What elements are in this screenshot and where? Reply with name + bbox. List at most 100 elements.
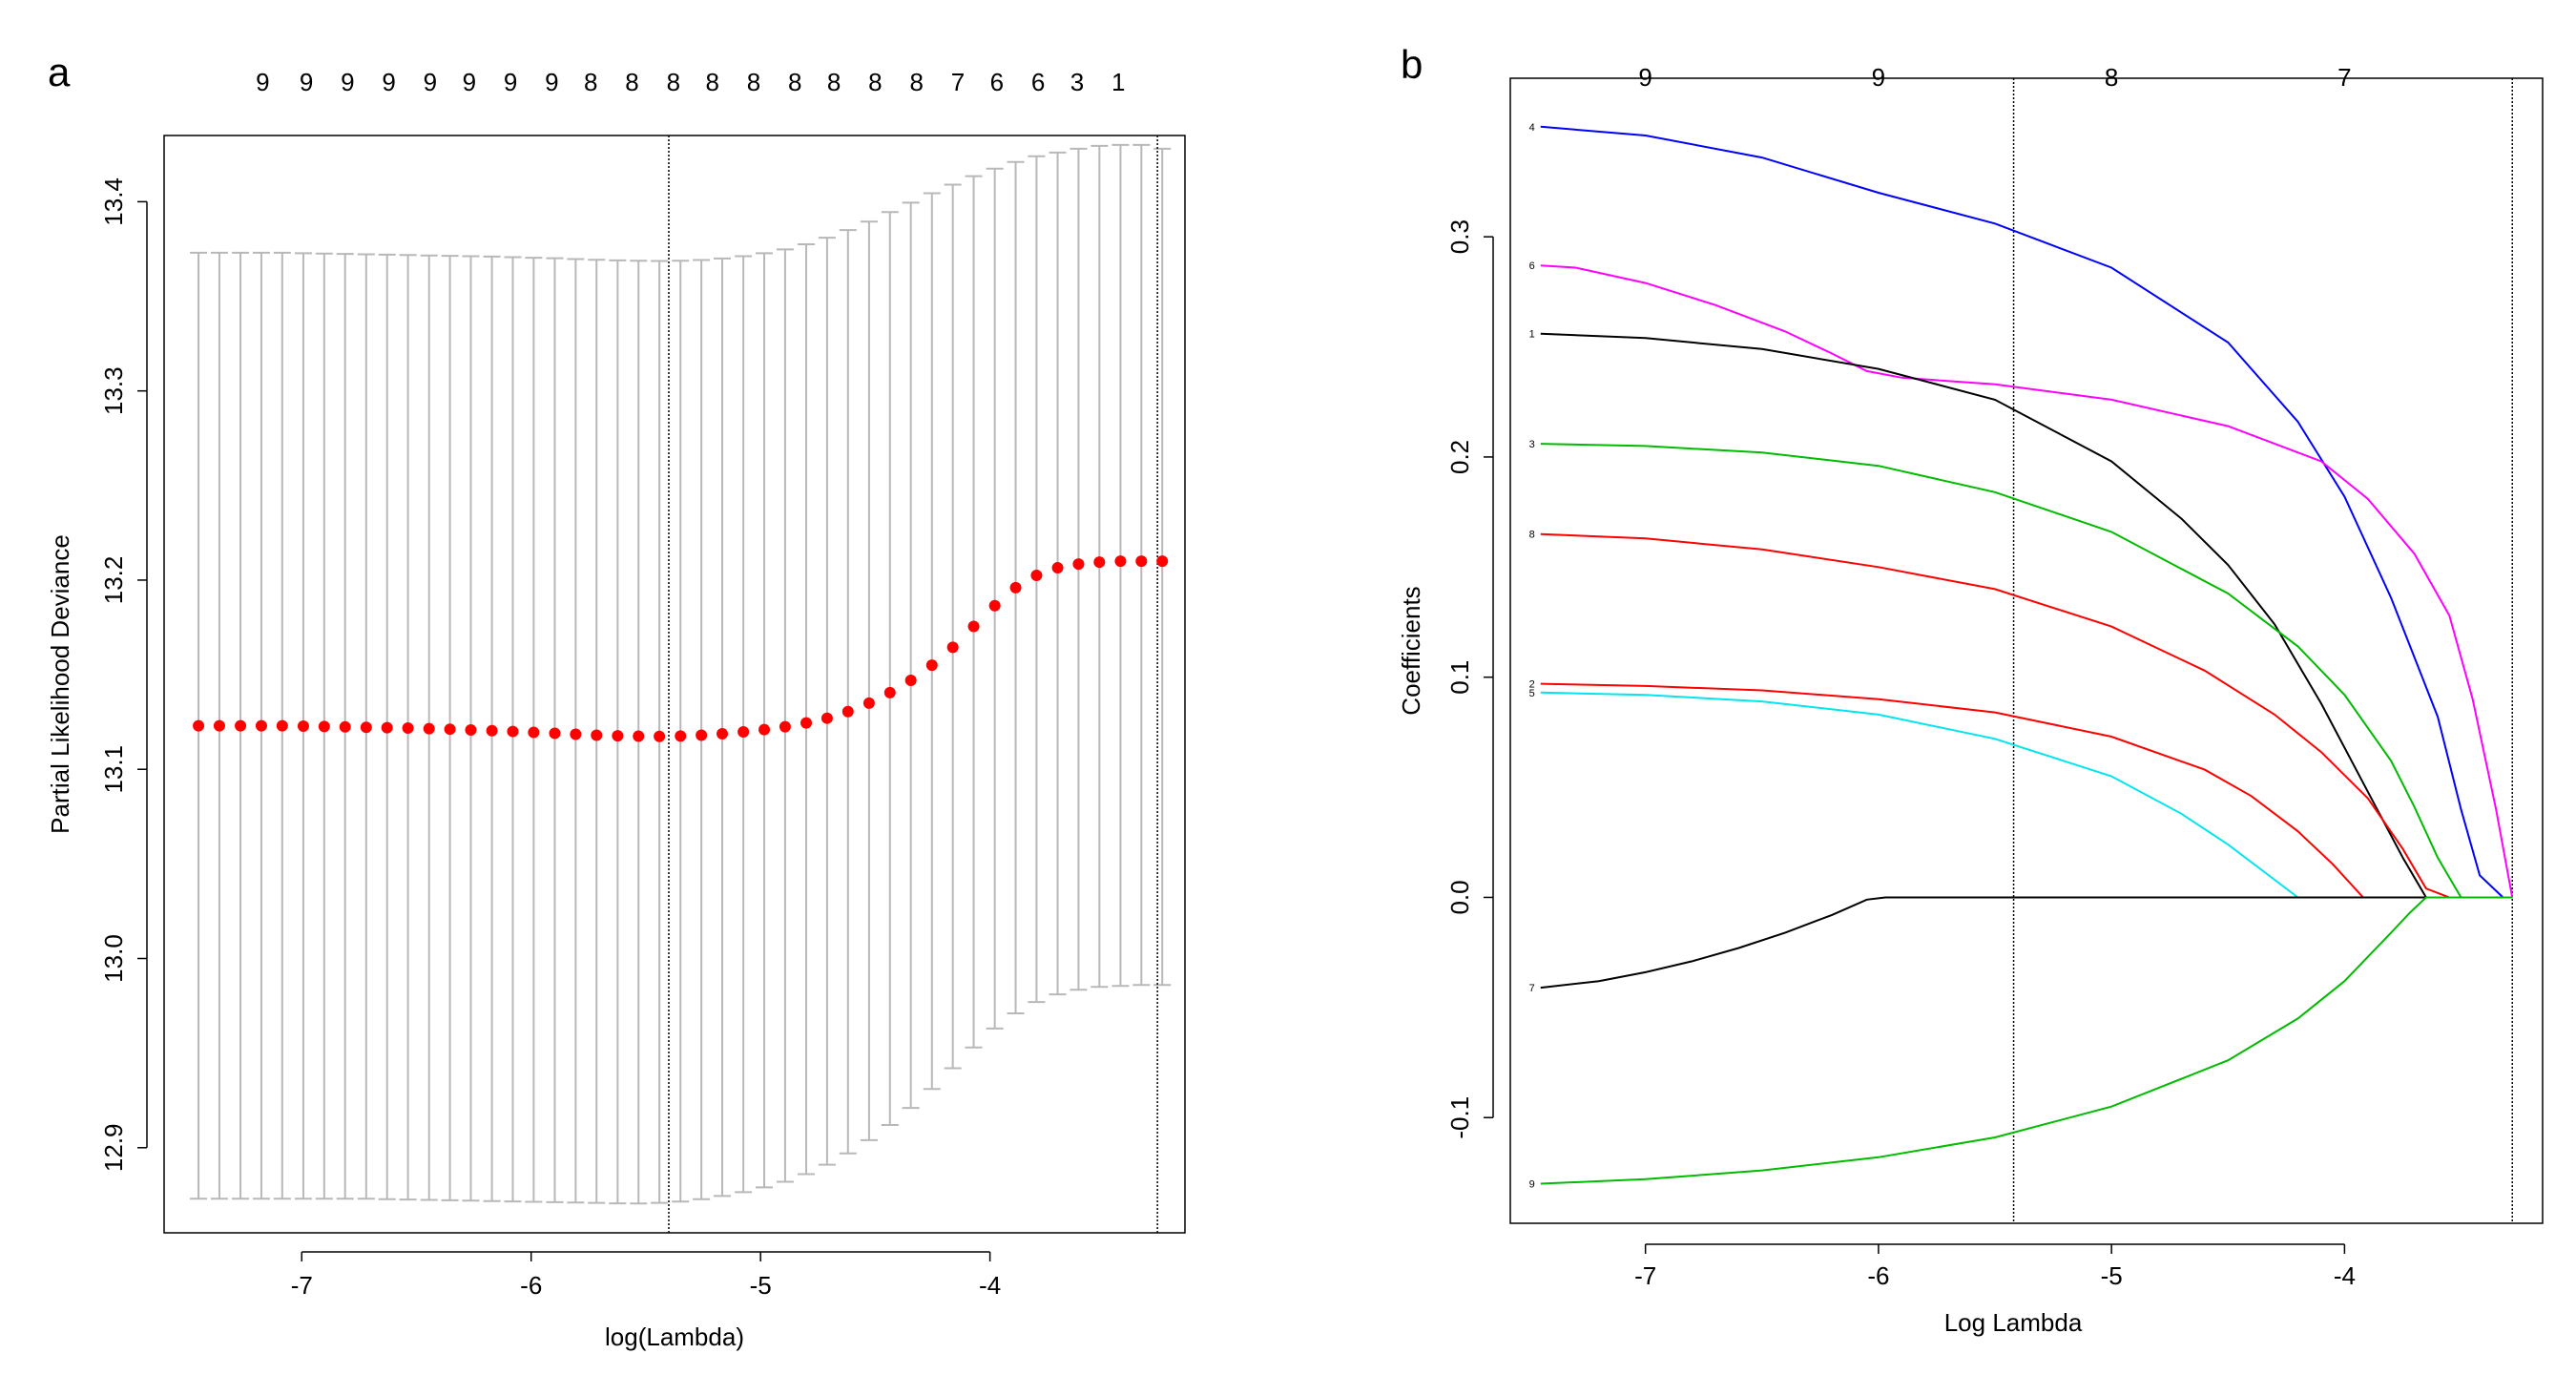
cv-point bbox=[1156, 555, 1169, 568]
top-count-label: 8 bbox=[625, 68, 638, 96]
y-tick-label: 13.0 bbox=[99, 934, 128, 983]
cv-point bbox=[465, 723, 477, 736]
cv-point bbox=[318, 720, 330, 733]
cv-point bbox=[444, 723, 456, 736]
x-tick-label: -4 bbox=[979, 1271, 1001, 1300]
coefficient-path bbox=[1540, 691, 2513, 899]
cv-point bbox=[737, 725, 750, 738]
top-count-label: 8 bbox=[2105, 63, 2118, 92]
panel-a-y-axis: 12.9 13.0 13.1 13.2 13.3 13.4 bbox=[99, 177, 148, 1172]
panel-b-top-counts: 9 9 8 7 bbox=[1638, 63, 2351, 92]
top-count-label: 9 bbox=[1638, 63, 1652, 92]
top-count-label: 7 bbox=[2337, 63, 2351, 92]
cv-point bbox=[633, 730, 645, 742]
top-count-label: 7 bbox=[951, 68, 965, 96]
cv-point bbox=[946, 641, 959, 654]
y-tick-label: 13.4 bbox=[99, 177, 128, 226]
cv-point bbox=[925, 659, 938, 672]
cv-point bbox=[904, 675, 917, 687]
cv-point bbox=[821, 712, 833, 724]
top-count-label: 9 bbox=[300, 68, 313, 96]
cv-point bbox=[360, 721, 372, 734]
cv-point bbox=[402, 722, 414, 734]
coefficient-path bbox=[1540, 896, 2513, 990]
cv-point bbox=[654, 730, 666, 742]
cv-point bbox=[1135, 555, 1148, 568]
cv-point bbox=[717, 727, 729, 740]
x-tick-label: -7 bbox=[1634, 1261, 1656, 1290]
y-tick-label: 12.9 bbox=[99, 1123, 128, 1172]
panel-a-cv-points bbox=[193, 555, 1169, 742]
panel-b-letter: b bbox=[1401, 42, 1423, 87]
y-tick-label: 13.2 bbox=[99, 556, 128, 605]
top-count-label: 8 bbox=[909, 68, 923, 96]
cv-point bbox=[276, 719, 288, 732]
panel-b-x-title: Log Lambda bbox=[1944, 1308, 2083, 1337]
panel-b-path-labels: 4 6 1 3 8 25 7 9 bbox=[1529, 122, 1535, 1191]
y-tick-label: 0.2 bbox=[1445, 440, 1474, 474]
panel-a-letter: a bbox=[48, 50, 71, 94]
top-count-label: 8 bbox=[747, 68, 760, 96]
x-tick-label: -4 bbox=[2334, 1261, 2356, 1290]
path-label: 8 bbox=[1529, 530, 1535, 541]
x-tick-label: -7 bbox=[291, 1271, 313, 1300]
cv-point bbox=[507, 725, 519, 738]
coefficient-path bbox=[1540, 125, 2513, 899]
top-count-label: 3 bbox=[1070, 68, 1084, 96]
panel-a-plot-frame bbox=[163, 135, 1186, 1234]
cv-point bbox=[549, 727, 561, 740]
top-count-label: 9 bbox=[545, 68, 558, 96]
top-count-label: 9 bbox=[463, 68, 476, 96]
top-count-label: 6 bbox=[1031, 68, 1045, 96]
y-tick-label: 0.0 bbox=[1445, 880, 1474, 914]
panel-b-y-title: Coefficients bbox=[1397, 586, 1425, 715]
top-count-label: 9 bbox=[382, 68, 395, 96]
top-count-label: 9 bbox=[504, 68, 517, 96]
cv-point bbox=[1051, 562, 1064, 574]
cv-point bbox=[862, 697, 875, 709]
path-label: 1 bbox=[1529, 329, 1535, 341]
cv-point bbox=[213, 719, 225, 732]
panel-b-coefficient-paths bbox=[1540, 125, 2514, 1185]
y-tick-label: 13.1 bbox=[99, 745, 128, 794]
path-label: 5 bbox=[1529, 688, 1535, 699]
cv-point bbox=[883, 686, 896, 698]
top-count-label: 8 bbox=[705, 68, 718, 96]
cv-point bbox=[696, 729, 708, 741]
cv-point bbox=[841, 705, 854, 718]
y-tick-label: 0.3 bbox=[1445, 219, 1474, 254]
cv-point bbox=[1072, 558, 1085, 571]
x-tick-label: -6 bbox=[1867, 1261, 1889, 1290]
cv-point bbox=[339, 720, 351, 733]
cv-point bbox=[591, 729, 603, 741]
coefficient-path bbox=[1540, 443, 2513, 899]
path-label: 6 bbox=[1529, 260, 1535, 272]
cv-point bbox=[255, 719, 267, 732]
coefficient-path bbox=[1540, 532, 2513, 899]
cv-point bbox=[486, 724, 498, 737]
cv-point bbox=[528, 726, 540, 739]
panel-a-x-title: log(Lambda) bbox=[605, 1323, 744, 1351]
panel-b-y-axis: -0.1 0.0 0.1 0.2 0.3 bbox=[1445, 219, 1494, 1139]
cv-point bbox=[1009, 581, 1022, 594]
y-tick-label: 13.3 bbox=[99, 366, 128, 415]
cv-point bbox=[423, 722, 435, 735]
cv-point bbox=[1093, 556, 1106, 569]
cv-point bbox=[570, 728, 582, 740]
top-count-label: 8 bbox=[788, 68, 801, 96]
path-label: 3 bbox=[1529, 439, 1535, 450]
coefficient-path bbox=[1540, 682, 2513, 899]
cv-point bbox=[193, 719, 205, 732]
cv-point bbox=[381, 721, 393, 734]
top-count-label: 9 bbox=[341, 68, 354, 96]
cv-point bbox=[758, 723, 771, 736]
path-label: 9 bbox=[1529, 1178, 1535, 1190]
top-count-label: 8 bbox=[868, 68, 882, 96]
coefficient-path bbox=[1540, 332, 2513, 899]
path-label: 7 bbox=[1529, 983, 1535, 994]
panel-b-x-axis: -7 -6 -5 -4 bbox=[1634, 1243, 2356, 1290]
